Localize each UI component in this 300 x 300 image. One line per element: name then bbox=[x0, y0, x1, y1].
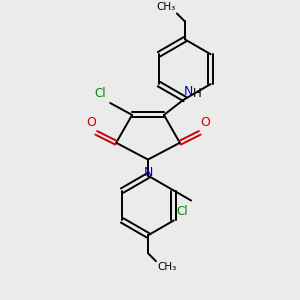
Text: Cl: Cl bbox=[176, 206, 188, 218]
Text: CH₃: CH₃ bbox=[157, 262, 176, 272]
Text: N: N bbox=[184, 85, 193, 98]
Text: O: O bbox=[86, 116, 96, 129]
Text: H: H bbox=[193, 87, 202, 100]
Text: Cl: Cl bbox=[94, 87, 106, 100]
Text: O: O bbox=[200, 116, 210, 129]
Text: N: N bbox=[143, 167, 153, 179]
Text: CH₃: CH₃ bbox=[157, 2, 176, 13]
